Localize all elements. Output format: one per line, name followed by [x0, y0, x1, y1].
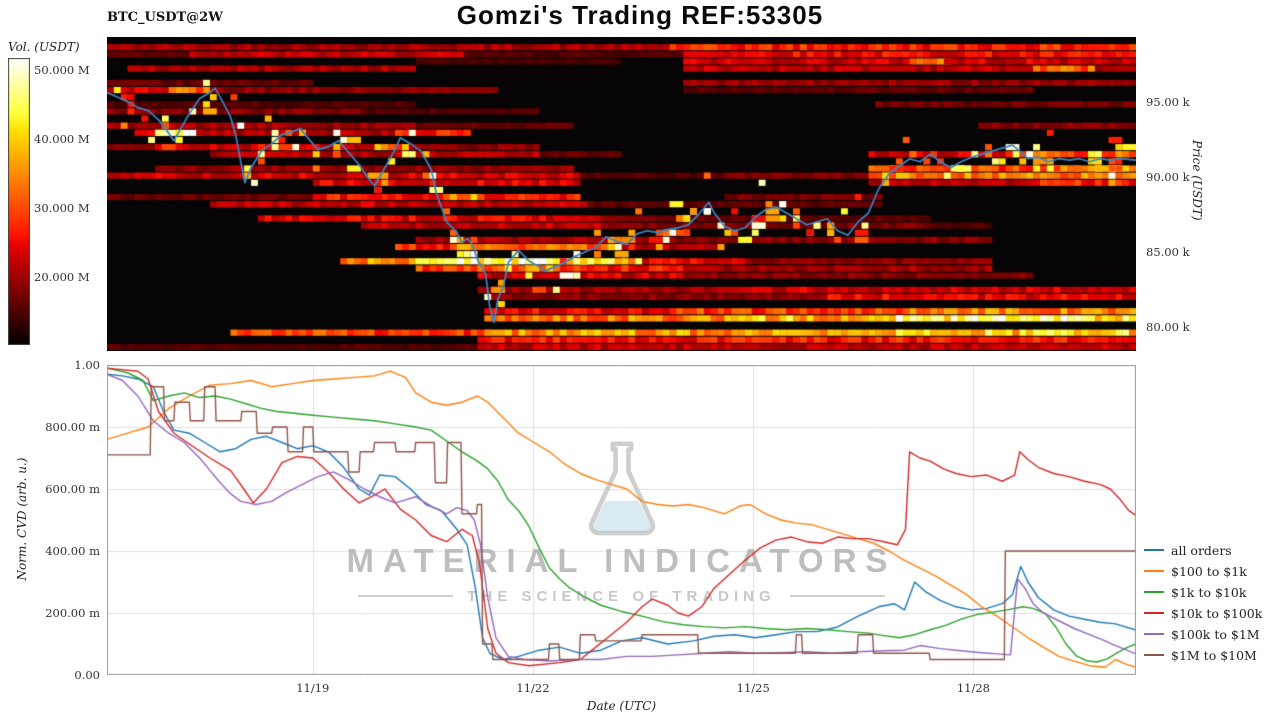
cvd-y-tick: 1.00	[74, 358, 100, 372]
price-tick: 80.00 k	[1146, 319, 1190, 334]
date-axis-label: Date (UTC)	[586, 699, 657, 713]
cvd-y-tick: 600.00 m	[45, 482, 100, 496]
colorbar-tick: 30.000 M	[34, 201, 90, 216]
legend-label: $100k to $1M	[1171, 626, 1260, 642]
price-tick: 95.00 k	[1146, 94, 1190, 109]
cvd-y-tick: 400.00 m	[45, 544, 100, 558]
legend-item: $100 to $1k	[1144, 563, 1262, 579]
colorbar-tick: 40.000 M	[34, 132, 90, 147]
legend-swatch	[1144, 653, 1164, 657]
legend-label: $100 to $1k	[1171, 563, 1247, 579]
price-tick: 85.00 k	[1146, 244, 1190, 259]
colorbar-tick: 50.000 M	[34, 63, 90, 78]
cvd-x-tick: 11/22	[516, 681, 550, 695]
page-title: Gomzi's Trading REF:53305	[456, 0, 824, 30]
cvd-axis-label: Norm. CVD (arb. u.)	[15, 457, 29, 581]
volume-colorbar	[8, 58, 30, 345]
price-tick: 90.00 k	[1146, 169, 1190, 184]
cvd-x-tick: 11/25	[736, 681, 770, 695]
legend-item: $100k to $1M	[1144, 626, 1262, 642]
cvd-x-tick: 11/19	[296, 681, 330, 695]
cvd-x-tick: 11/28	[956, 681, 990, 695]
legend-swatch	[1144, 632, 1164, 636]
legend-item: $10k to $100k	[1144, 605, 1262, 621]
colorbar-axis-label: Vol. (USDT)	[8, 40, 80, 54]
liquidity-heatmap-chart	[107, 37, 1136, 351]
colorbar-tick: 20.000 M	[34, 270, 90, 285]
legend-label: $10k to $100k	[1171, 605, 1263, 621]
cvd-y-tick: 800.00 m	[45, 420, 100, 434]
legend: all orders $100 to $1k $1k to $10k $10k to …	[1144, 542, 1262, 663]
legend-item: $1k to $10k	[1144, 584, 1262, 600]
cvd-y-tick: 0.00	[74, 668, 100, 682]
legend-swatch	[1144, 590, 1164, 594]
legend-item: $1M to $10M	[1144, 647, 1262, 663]
price-axis-label: Price (USDT)	[1190, 140, 1204, 221]
legend-swatch	[1144, 569, 1164, 573]
symbol-label: BTC_USDT@2W	[107, 10, 223, 25]
legend-label: $1M to $10M	[1171, 647, 1257, 663]
legend-swatch	[1144, 611, 1164, 615]
legend-label: $1k to $10k	[1171, 584, 1247, 600]
cvd-y-tick: 200.00 m	[45, 606, 100, 620]
legend-label: all orders	[1171, 542, 1232, 558]
legend-swatch	[1144, 548, 1164, 552]
cvd-line-chart	[107, 365, 1136, 675]
legend-item: all orders	[1144, 542, 1262, 558]
